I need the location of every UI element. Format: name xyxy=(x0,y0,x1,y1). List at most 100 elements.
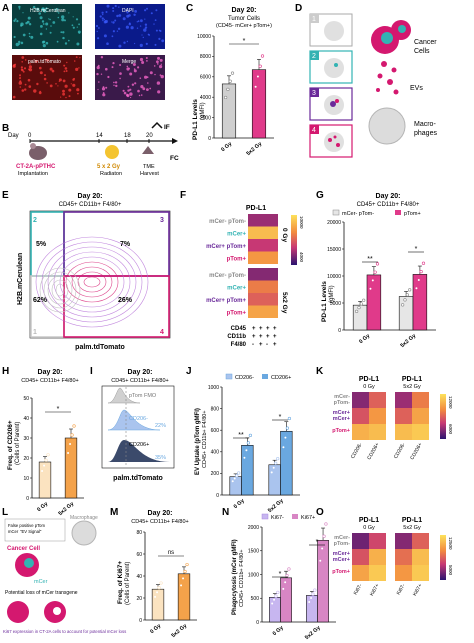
data-point xyxy=(285,574,289,578)
step-cells xyxy=(324,21,344,152)
micrograph-speckle xyxy=(127,89,130,92)
micrograph-speckle xyxy=(128,23,131,26)
panel-letter-j: J xyxy=(186,366,192,377)
micrograph-speckle xyxy=(102,93,106,97)
heatmap-cell xyxy=(352,549,369,565)
heatmap-cell xyxy=(352,533,369,549)
day-14: 14 xyxy=(96,133,103,139)
data-point xyxy=(272,466,276,470)
micrograph-speckle xyxy=(105,67,108,71)
data-point xyxy=(66,451,70,455)
data-point xyxy=(274,461,278,465)
e-q3: 3 xyxy=(160,217,164,224)
step-2-num: 2 xyxy=(312,53,316,60)
o-colorbar xyxy=(440,535,446,580)
e-q4: 4 xyxy=(160,329,164,336)
micrograph-speckle xyxy=(57,85,59,87)
micrograph-speckle xyxy=(75,56,78,58)
micrograph-speckle xyxy=(58,80,60,82)
data-point xyxy=(153,595,157,599)
l-mcer: mCer xyxy=(34,579,48,585)
micrograph-speckle xyxy=(24,59,27,61)
o-group-0: 0 Gy xyxy=(363,525,375,531)
cancer-label: Cancer xyxy=(414,39,437,46)
f-colorbar xyxy=(291,215,297,265)
g-ylabel: PD-L1 Levels xyxy=(321,281,328,322)
micrograph-speckle xyxy=(111,21,113,23)
micrograph-speckle xyxy=(111,35,114,38)
micrograph-speckle xyxy=(98,27,100,29)
micrograph-speckle xyxy=(149,87,152,90)
micrograph-speckle xyxy=(119,72,122,75)
micrograph-speckle xyxy=(33,89,37,93)
label-merge: Merge xyxy=(122,59,136,65)
micrograph-speckle xyxy=(96,66,100,70)
micrograph-speckle xyxy=(55,83,57,85)
micrograph-speckle xyxy=(117,27,121,30)
k-colorbar xyxy=(440,394,446,439)
h-ylabel: Freq. of CD206+ xyxy=(7,420,14,470)
micrograph-speckle xyxy=(79,57,81,59)
panel-letter-m: M xyxy=(110,507,118,518)
contour-line xyxy=(41,241,143,323)
micrograph-speckle xyxy=(56,10,58,13)
micrograph-speckle xyxy=(27,16,31,20)
micrograph-speckle xyxy=(62,31,65,34)
micrograph-speckle xyxy=(44,74,46,77)
image-palm xyxy=(12,55,82,100)
y-tick-label: 10000 xyxy=(327,274,341,280)
micrograph-speckle xyxy=(126,40,129,43)
micrograph-speckle xyxy=(48,18,50,20)
x-tick-label: 0 Gy xyxy=(36,500,50,513)
x-tick-label: 5x2 Gy xyxy=(304,624,322,641)
heatmap-cell xyxy=(395,533,412,549)
data-point xyxy=(72,424,76,428)
o-title-0: PD-L1 xyxy=(359,517,379,524)
data-point xyxy=(285,426,290,430)
row-label: pTom+ xyxy=(332,428,350,434)
micrograph-speckle xyxy=(21,89,25,92)
m-ylabel: Freq. of Ki67+ xyxy=(117,561,124,604)
micrograph-speckle xyxy=(75,67,79,71)
e-ylabel: H2B.mCerulean xyxy=(17,253,24,305)
heatmap-cell xyxy=(248,214,278,227)
micrograph-speckle xyxy=(134,10,138,13)
data-point xyxy=(272,598,276,602)
marker-sign: - xyxy=(252,342,254,348)
micrograph-speckle xyxy=(57,16,60,19)
heatmap-cell xyxy=(248,239,278,252)
f-group-1: 5x2 Gy xyxy=(281,292,288,314)
heatmap-cell xyxy=(395,424,412,440)
row-label: pTom+ xyxy=(227,256,247,262)
data-point xyxy=(260,54,265,58)
micrograph-speckle xyxy=(154,73,156,76)
micrograph-speckle xyxy=(101,87,106,91)
y-tick-label: 1500 xyxy=(248,549,259,555)
micrograph-speckle xyxy=(102,92,105,94)
g-ylabel2: (gMFI) xyxy=(329,285,335,303)
y-tick-label: 2000 xyxy=(248,525,259,531)
data-point xyxy=(287,567,291,571)
col-label: Ki67+ xyxy=(369,583,381,597)
micrograph-speckle xyxy=(68,39,70,42)
panel-letter-k: K xyxy=(316,366,324,377)
micrograph-speckle xyxy=(153,65,156,67)
micrograph-speckle xyxy=(78,32,81,34)
micrograph-speckle xyxy=(46,82,48,84)
if-arrow-icon xyxy=(151,121,163,129)
sig-label: * xyxy=(57,406,60,413)
contour-line xyxy=(51,279,69,301)
micrograph-speckle xyxy=(102,19,104,22)
micrograph-speckle xyxy=(119,64,122,66)
g-legend-swatch-1 xyxy=(395,210,401,215)
bar xyxy=(352,304,368,331)
i-hist-pos: CD206+ xyxy=(129,442,149,448)
micrograph-speckle xyxy=(126,11,129,14)
micrograph-speckle xyxy=(139,25,142,27)
heatmap-cell xyxy=(352,408,369,424)
heatmap-cell xyxy=(248,280,278,293)
micrograph-speckle xyxy=(45,22,49,26)
